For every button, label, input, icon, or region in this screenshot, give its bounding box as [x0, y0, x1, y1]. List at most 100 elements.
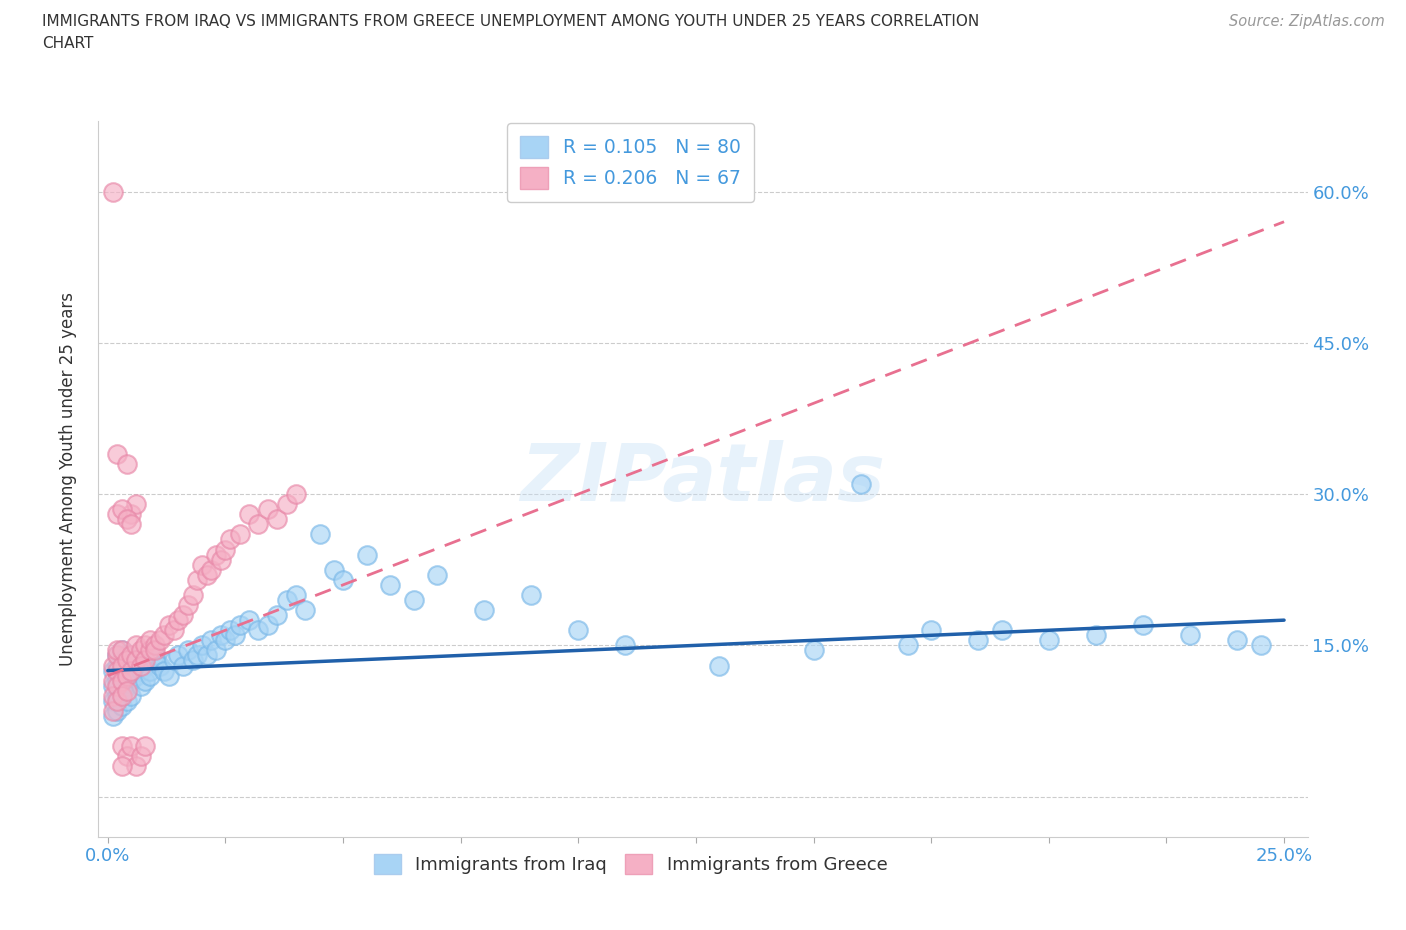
Point — [209, 628, 232, 643]
Point — [224, 628, 246, 643]
Point — [143, 643, 166, 658]
Point — [238, 613, 260, 628]
Point — [228, 618, 250, 632]
Point — [105, 703, 128, 718]
Point — [191, 638, 214, 653]
Point — [709, 658, 731, 673]
Point — [125, 668, 148, 683]
Point — [803, 643, 825, 658]
Y-axis label: Unemployment Among Youth under 25 years: Unemployment Among Youth under 25 years — [59, 292, 77, 666]
Point — [111, 668, 134, 683]
Point — [157, 668, 180, 683]
Point — [1038, 633, 1060, 648]
Point — [105, 446, 128, 461]
Point — [276, 497, 298, 512]
Point — [115, 648, 138, 663]
Point — [105, 658, 128, 673]
Point — [111, 643, 134, 658]
Point — [186, 572, 208, 587]
Point — [520, 588, 543, 603]
Point — [186, 648, 208, 663]
Point — [115, 684, 138, 698]
Point — [120, 663, 142, 678]
Point — [200, 563, 222, 578]
Point — [105, 694, 128, 709]
Point — [115, 457, 138, 472]
Point — [195, 648, 218, 663]
Point — [115, 653, 138, 668]
Point — [967, 633, 990, 648]
Point — [153, 663, 176, 678]
Point — [101, 688, 124, 703]
Point — [1226, 633, 1249, 648]
Point — [356, 547, 378, 562]
Point — [125, 497, 148, 512]
Point — [101, 184, 124, 199]
Point — [149, 658, 172, 673]
Point — [105, 673, 128, 688]
Point — [219, 623, 242, 638]
Point — [134, 738, 156, 753]
Point — [125, 653, 148, 668]
Point — [228, 527, 250, 542]
Point — [139, 663, 162, 678]
Text: ZIPatlas: ZIPatlas — [520, 440, 886, 518]
Point — [111, 684, 134, 698]
Point — [153, 628, 176, 643]
Point — [115, 663, 138, 678]
Point — [101, 709, 124, 724]
Point — [285, 588, 308, 603]
Point — [276, 592, 298, 607]
Point — [181, 588, 204, 603]
Point — [426, 567, 449, 582]
Point — [205, 643, 228, 658]
Point — [849, 476, 872, 491]
Point — [238, 507, 260, 522]
Point — [111, 738, 134, 753]
Point — [1132, 618, 1154, 632]
Point — [172, 658, 194, 673]
Point — [247, 517, 270, 532]
Point — [1084, 628, 1107, 643]
Point — [294, 603, 316, 618]
Point — [115, 512, 138, 526]
Point — [472, 603, 495, 618]
Point — [567, 623, 589, 638]
Point — [177, 643, 200, 658]
Point — [120, 658, 142, 673]
Point — [115, 749, 138, 764]
Point — [402, 592, 425, 607]
Point — [897, 638, 920, 653]
Point — [285, 486, 308, 501]
Point — [120, 517, 142, 532]
Point — [111, 698, 134, 713]
Point — [120, 688, 142, 703]
Point — [115, 694, 138, 709]
Point — [256, 502, 278, 517]
Point — [105, 507, 128, 522]
Point — [195, 567, 218, 582]
Point — [143, 648, 166, 663]
Point — [149, 633, 172, 648]
Point — [134, 638, 156, 653]
Point — [134, 673, 156, 688]
Point — [125, 759, 148, 774]
Point — [920, 623, 942, 638]
Point — [143, 653, 166, 668]
Point — [139, 643, 162, 658]
Legend: Immigrants from Iraq, Immigrants from Greece: Immigrants from Iraq, Immigrants from Gr… — [367, 846, 894, 882]
Point — [378, 578, 401, 592]
Point — [129, 643, 152, 658]
Point — [111, 653, 134, 668]
Point — [129, 749, 152, 764]
Point — [322, 563, 344, 578]
Point — [101, 678, 124, 693]
Point — [105, 688, 128, 703]
Point — [167, 648, 190, 663]
Point — [256, 618, 278, 632]
Point — [111, 688, 134, 703]
Point — [115, 678, 138, 693]
Point — [157, 618, 180, 632]
Point — [1250, 638, 1272, 653]
Point — [247, 623, 270, 638]
